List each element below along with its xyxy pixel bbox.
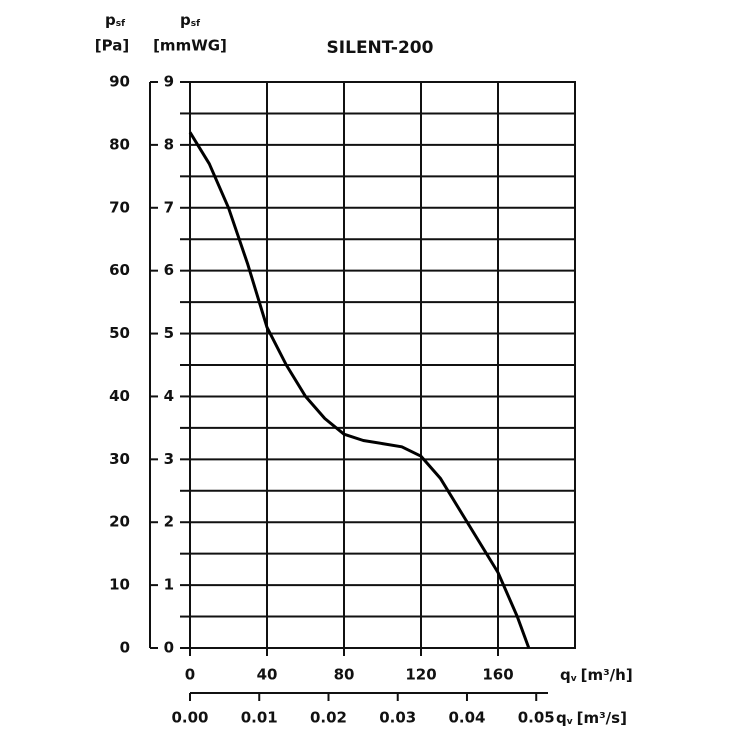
y-axis-unit: [Pa] bbox=[95, 37, 129, 55]
x2-tick-label: 0.05 bbox=[518, 709, 555, 727]
curve bbox=[188, 131, 531, 649]
y-tick-label: 50 bbox=[109, 324, 130, 342]
x2-symbol: q bbox=[556, 709, 567, 727]
y2-tick-label: 8 bbox=[164, 135, 174, 153]
y2-symbol: p bbox=[180, 11, 191, 29]
y2-subscript: sf bbox=[191, 19, 200, 29]
y-tick-label: 30 bbox=[109, 450, 130, 468]
y-tick-label: 70 bbox=[109, 198, 130, 216]
x-axis-label: qv [m³/h] bbox=[560, 666, 633, 684]
y-tick-label: 20 bbox=[109, 513, 130, 531]
y2-tick-label: 5 bbox=[164, 324, 174, 342]
x2-tick-label: 0.00 bbox=[171, 709, 208, 727]
x-tick-label: 80 bbox=[334, 666, 355, 684]
x2-tick-label: 0.03 bbox=[379, 709, 416, 727]
x-unit: [m³/h] bbox=[581, 666, 633, 684]
x2-tick-label: 0.04 bbox=[448, 709, 485, 727]
y-tick-label: 10 bbox=[109, 576, 130, 594]
y2-tick-label: 0 bbox=[164, 639, 174, 657]
y2-axis-unit: [mmWG] bbox=[153, 37, 227, 55]
y2-tick-label: 6 bbox=[164, 261, 174, 279]
y2-tick-label: 3 bbox=[164, 450, 174, 468]
y-axis-symbol: psf bbox=[105, 11, 125, 29]
x2-axis-label: qv [m³/s] bbox=[556, 709, 627, 727]
chart-title: SILENT-200 bbox=[327, 38, 434, 58]
y2-tick-label: 7 bbox=[164, 198, 174, 216]
y-tick-label: 80 bbox=[109, 135, 130, 153]
x-tick-label: 160 bbox=[482, 666, 513, 684]
y-symbol: p bbox=[105, 11, 116, 29]
y-tick-label: 0 bbox=[120, 639, 130, 657]
y-tick-label: 40 bbox=[109, 387, 130, 405]
x2-tick-label: 0.01 bbox=[241, 709, 278, 727]
y2-tick-label: 9 bbox=[164, 73, 174, 91]
y-tick-label: 90 bbox=[109, 73, 130, 91]
y-tick-label: 60 bbox=[109, 261, 130, 279]
x-subscript: v bbox=[571, 674, 577, 684]
x-symbol: q bbox=[560, 666, 571, 684]
y2-tick-label: 2 bbox=[164, 513, 174, 531]
x-tick-label: 120 bbox=[405, 666, 436, 684]
x2-subscript: v bbox=[567, 717, 573, 727]
x-tick-label: 40 bbox=[257, 666, 278, 684]
x-tick-label: 0 bbox=[185, 666, 195, 684]
y-subscript: sf bbox=[116, 19, 125, 29]
x2-unit: [m³/s] bbox=[577, 709, 627, 727]
y2-axis-symbol: psf bbox=[180, 11, 200, 29]
y2-tick-label: 4 bbox=[164, 387, 174, 405]
x2-tick-label: 0.02 bbox=[310, 709, 347, 727]
y2-tick-label: 1 bbox=[164, 576, 174, 594]
